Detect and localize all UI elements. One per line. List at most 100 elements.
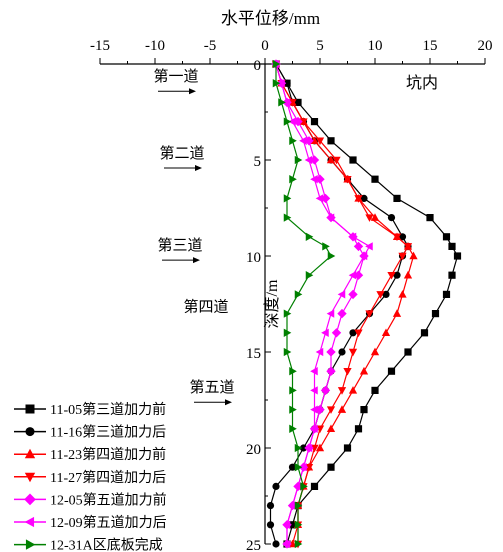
data-point [288,501,296,510]
legend-marker [25,427,35,437]
data-point [365,310,374,318]
data-point [349,156,357,164]
data-point [365,214,374,222]
data-point [398,233,407,241]
data-point [277,79,285,88]
data-point [272,79,281,88]
strut-arrowhead [195,165,202,171]
data-point [310,136,319,145]
data-point [315,347,324,357]
data-point [343,175,352,184]
data-point [283,79,291,87]
data-point [359,251,368,261]
strut-arrowhead [189,88,196,95]
data-point [289,405,297,414]
data-point [266,521,275,529]
data-point [343,444,352,452]
data-point [442,290,451,298]
legend-label: 11-23第四道加力前 [50,446,166,463]
data-point [304,443,313,453]
series-2 [266,60,412,548]
data-point [289,367,297,376]
data-point [420,329,429,337]
x-tick-label: -10 [145,38,165,54]
strut-arrowhead [225,399,232,406]
data-point [294,520,303,529]
y-tick-label: 5 [254,154,262,170]
data-point [299,463,307,472]
legend-label: 11-27第四道加力后 [50,469,166,486]
data-point [387,271,396,280]
x-tick-label: -5 [204,38,217,54]
data-point [348,289,358,300]
data-point [365,242,373,251]
data-point [337,308,347,319]
data-point [304,155,313,165]
legend-item: 12-05第五道加力前 [14,491,167,508]
legend-marker [25,539,36,550]
data-point [453,252,462,260]
data-point [288,117,296,126]
data-point [326,366,336,376]
legend-item: 11-23第四道加力前 [14,446,166,463]
data-point [360,406,368,414]
data-point [310,424,318,433]
data-point [321,328,329,337]
series-line [275,63,365,544]
data-point [354,425,363,433]
data-point [392,233,402,242]
data-point [282,98,291,107]
data-point [387,367,396,375]
data-point [360,194,368,202]
data-point [283,328,292,337]
data-point [294,98,302,106]
data-point [300,482,308,491]
data-point [331,328,342,338]
data-point [266,502,275,510]
series-line [275,63,371,544]
legend-label: 12-31A区底板完成 [50,538,163,552]
series-7 [272,59,336,549]
strut-label: 第五道 [189,378,234,396]
strut-arrowhead [193,257,200,264]
data-point [349,329,357,337]
legend-item: 11-05第三道加力前 [14,401,166,418]
series-3 [271,59,418,548]
data-point [310,118,319,126]
data-point [282,539,291,549]
data-point [288,539,297,548]
data-point [288,521,297,529]
strut-label: 第三道 [157,236,202,254]
legend-marker [24,472,36,483]
data-point [332,156,341,165]
data-point [348,271,357,280]
legend-item: 11-27第四道加力后 [14,469,166,486]
data-point [294,443,303,453]
data-point [289,424,297,433]
strut-label: 第二道 [159,144,204,162]
data-point [404,348,412,356]
data-point [315,194,324,203]
legend-item: 12-09第五道加力后 [14,514,167,531]
data-point [310,367,318,376]
data-point [288,463,297,471]
y-tick-label: 25 [246,538,261,552]
data-point [337,387,347,395]
data-point [393,271,401,279]
data-point [326,406,336,414]
legend-marker [24,448,36,459]
data-point [393,194,401,202]
data-point [326,309,335,318]
data-point [283,194,292,203]
label-inside-pit: 坑内 [406,74,438,92]
data-point [348,386,358,394]
x-tick-label: 20 [478,38,493,54]
data-point [305,232,314,241]
data-point [337,405,347,413]
data-point [326,424,336,433]
data-point [327,463,335,471]
data-point [289,175,297,184]
series-line [275,63,415,545]
